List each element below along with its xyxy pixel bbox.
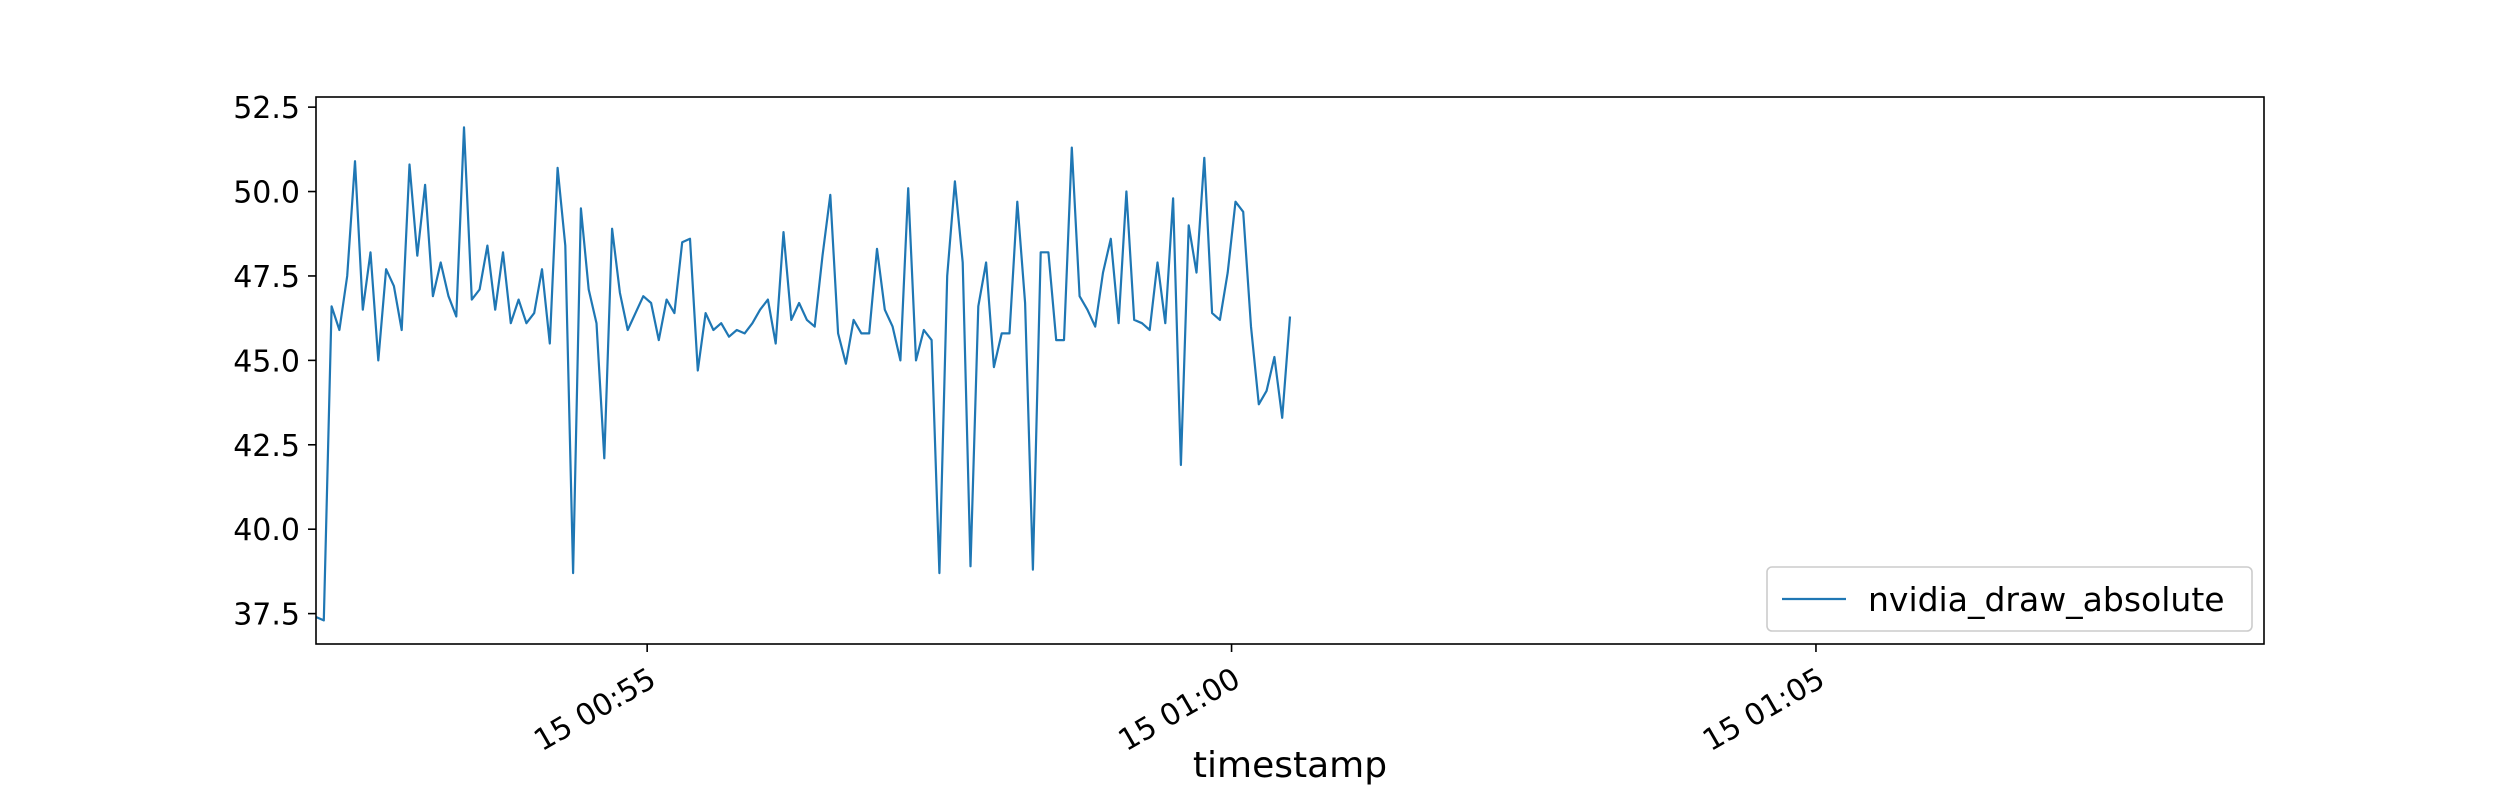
y-tick-label: 37.5 [233, 598, 300, 633]
y-tick-label: 50.0 [233, 176, 300, 211]
plot-area [315, 126, 1292, 622]
legend: nvidia_draw_absolute [1766, 566, 2253, 632]
legend-label: nvidia_draw_absolute [1868, 580, 2225, 619]
y-axis: 37.5 40.0 42.5 45.0 47.5 50.0 52.5 [233, 91, 316, 633]
y-tick-label: 42.5 [233, 429, 300, 464]
y-tick-label: 47.5 [233, 260, 300, 295]
y-tick-label: 40.0 [233, 513, 300, 548]
legend-box [1766, 566, 2253, 632]
series-line-nvidia-draw-absolute [315, 126, 1292, 622]
plot-frame [315, 96, 2265, 645]
x-axis-title: timestamp [1193, 745, 1387, 786]
y-tick-label: 52.5 [233, 91, 300, 126]
y-tick-label: 45.0 [233, 344, 300, 379]
